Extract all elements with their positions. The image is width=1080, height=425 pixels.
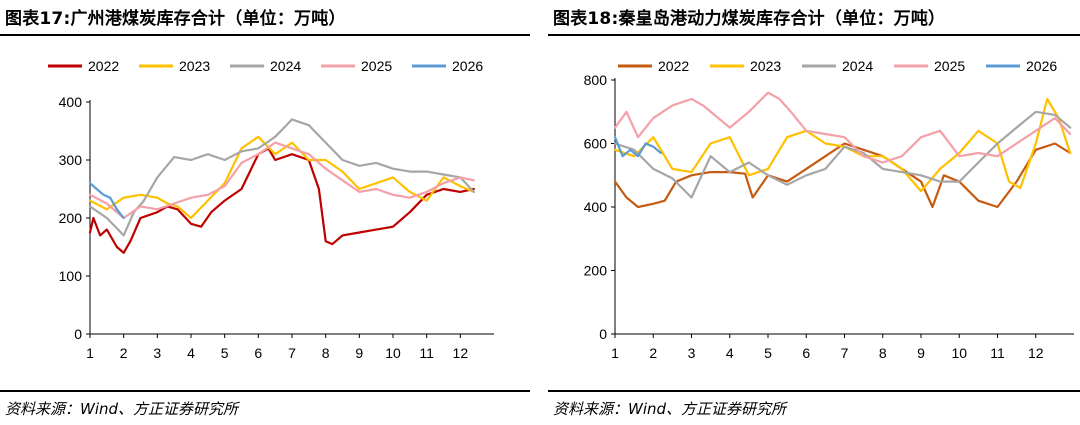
y-tick-label: 300 [59, 152, 83, 168]
title-rule [548, 34, 1080, 36]
legend-label: 2022 [658, 58, 689, 74]
x-tick-label: 3 [153, 345, 161, 361]
x-tick-label: 9 [917, 345, 925, 361]
legend-label: 2025 [361, 58, 392, 74]
y-tick-label: 0 [74, 326, 82, 342]
x-tick-label: 11 [990, 345, 1005, 361]
x-tick-label: 9 [355, 345, 363, 361]
legend-label: 2023 [750, 58, 781, 74]
x-tick-label: 6 [802, 345, 810, 361]
chart-title: 图表18:秦皇岛港动力煤炭库存合计（单位：万吨） [553, 9, 946, 29]
y-tick-label: 400 [584, 199, 608, 215]
source-note: 资料来源：Wind、方正证券研究所 [553, 400, 787, 418]
series-line-2026 [88, 182, 125, 220]
x-tick-label: 5 [221, 345, 229, 361]
y-tick-label: 200 [59, 210, 83, 226]
x-tick-label: 11 [419, 345, 434, 361]
x-tick-label: 7 [841, 345, 849, 361]
series-line-2022 [613, 142, 1072, 209]
source-rule [0, 390, 530, 392]
source-rule [548, 390, 1080, 392]
source-note: 资料来源：Wind、方正证券研究所 [5, 400, 239, 418]
legend-label: 2024 [842, 58, 873, 74]
legend-label: 2022 [88, 58, 119, 74]
legend-label: 2026 [452, 58, 483, 74]
x-tick-label: 6 [254, 345, 262, 361]
series-line-2022 [88, 147, 475, 254]
legend-label: 2023 [179, 58, 210, 74]
x-tick-label: 2 [649, 345, 657, 361]
series-line-2024 [88, 118, 475, 237]
x-tick-label: 3 [688, 345, 696, 361]
series-line-2026 [613, 136, 663, 158]
x-tick-label: 4 [726, 345, 734, 361]
x-tick-label: 5 [764, 345, 772, 361]
x-tick-label: 10 [951, 345, 967, 361]
title-rule [0, 34, 530, 36]
series-line-2023 [88, 135, 475, 220]
x-tick-label: 10 [385, 345, 401, 361]
y-tick-label: 100 [59, 268, 83, 284]
x-tick-label: 8 [322, 345, 330, 361]
series-line-2025 [88, 141, 475, 220]
y-tick-label: 800 [584, 72, 608, 88]
series-line-2025 [613, 91, 1072, 164]
y-tick-label: 0 [599, 326, 607, 342]
y-tick-label: 200 [584, 263, 608, 279]
x-tick-label: 12 [1028, 345, 1044, 361]
y-tick-label: 400 [59, 94, 83, 110]
legend-label: 2024 [270, 58, 301, 74]
y-tick-label: 600 [584, 136, 608, 152]
x-tick-label: 7 [288, 345, 296, 361]
chart-panel-right: 图表18:秦皇岛港动力煤炭库存合计（单位：万吨） 0 200 400 600 800 1 2… [548, 0, 1080, 425]
chart-panel-left: 图表17:广州港煤炭库存合计（单位：万吨） 0 100 200 300 400 1 2 3 4 5… [0, 0, 530, 425]
x-tick-label: 8 [879, 345, 887, 361]
legend-label: 2025 [934, 58, 965, 74]
x-tick-label: 1 [611, 345, 619, 361]
x-tick-label: 2 [120, 345, 128, 361]
legend-label: 2026 [1026, 58, 1057, 74]
x-tick-label: 1 [86, 345, 94, 361]
x-tick-label: 12 [453, 345, 469, 361]
x-tick-label: 4 [187, 345, 195, 361]
chart-title: 图表17:广州港煤炭库存合计（单位：万吨） [5, 9, 346, 29]
series-line-2024 [613, 110, 1072, 199]
